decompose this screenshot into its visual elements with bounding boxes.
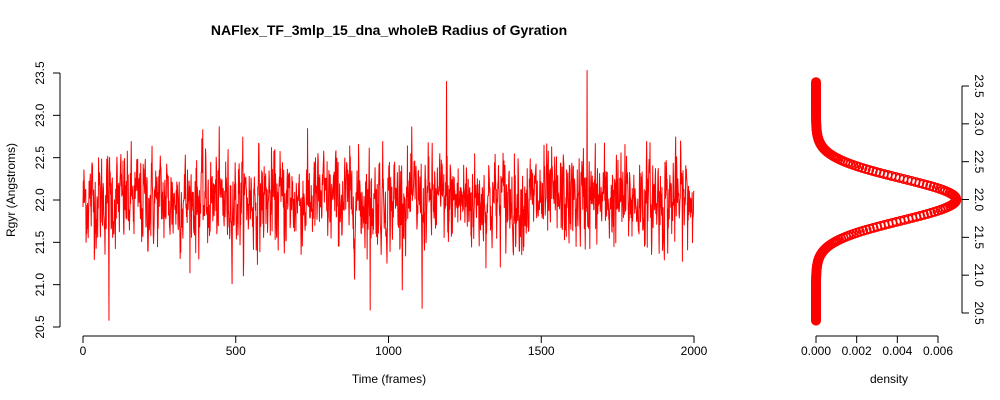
x-axis-label: Time (frames): [352, 372, 426, 386]
y-tick-label: 20.5: [33, 315, 47, 339]
density-y-tick-label: 22.5: [972, 150, 986, 174]
density-point: [810, 77, 821, 88]
density-y-axis: 20.5 21.0 21.5 22.0 22.5 23.0 23.5: [961, 74, 986, 325]
y-tick-label: 23.5: [33, 61, 47, 85]
chart-title: NAFlex_TF_3mlp_15_dna_wholeB Radius of G…: [211, 22, 567, 38]
time-series-plot: 20.5 21.0 21.5 22.0 22.5 23.0 23.5 0 500 1000 150…: [4, 61, 708, 386]
x-tick-label: 2000: [681, 344, 708, 358]
x-tick-label: 1000: [375, 344, 402, 358]
density-x-tick-label: 0.000: [801, 344, 831, 358]
density-y-tick-label: 23.0: [972, 112, 986, 136]
y-axis-label: Rgyr (Angstroms): [4, 143, 18, 237]
density-x-tick-label: 0.004: [882, 344, 912, 358]
density-points: [810, 77, 962, 326]
y-tick-label: 22.0: [33, 188, 47, 212]
density-y-tick-label: 21.0: [972, 263, 986, 287]
x-tick-label: 0: [80, 344, 87, 358]
density-x-axis: 0.000 0.002 0.004 0.006: [801, 335, 953, 358]
density-plot: 0.000 0.002 0.004 0.006 20.5 21.0 21.5 22.0 22.…: [801, 74, 986, 386]
rgyr-series-line: [82, 69, 695, 321]
density-y-tick-label: 22.0: [972, 188, 986, 212]
y-tick-label: 21.5: [33, 230, 47, 254]
density-x-tick-label: 0.006: [923, 344, 953, 358]
x-tick-label: 1500: [528, 344, 555, 358]
density-y-tick-label: 20.5: [972, 301, 986, 325]
x-axis: 0 500 1000 1500 2000: [80, 335, 708, 358]
y-tick-label: 22.5: [33, 146, 47, 170]
density-x-tick-label: 0.002: [842, 344, 872, 358]
y-tick-label: 21.0: [33, 273, 47, 297]
y-tick-label: 23.0: [33, 103, 47, 127]
y-axis: 20.5 21.0 21.5 22.0 22.5 23.0 23.5: [33, 61, 61, 339]
x-tick-label: 500: [226, 344, 246, 358]
density-y-tick-label: 21.5: [972, 226, 986, 250]
density-y-tick-label: 23.5: [972, 74, 986, 98]
density-x-axis-label: density: [870, 372, 908, 386]
